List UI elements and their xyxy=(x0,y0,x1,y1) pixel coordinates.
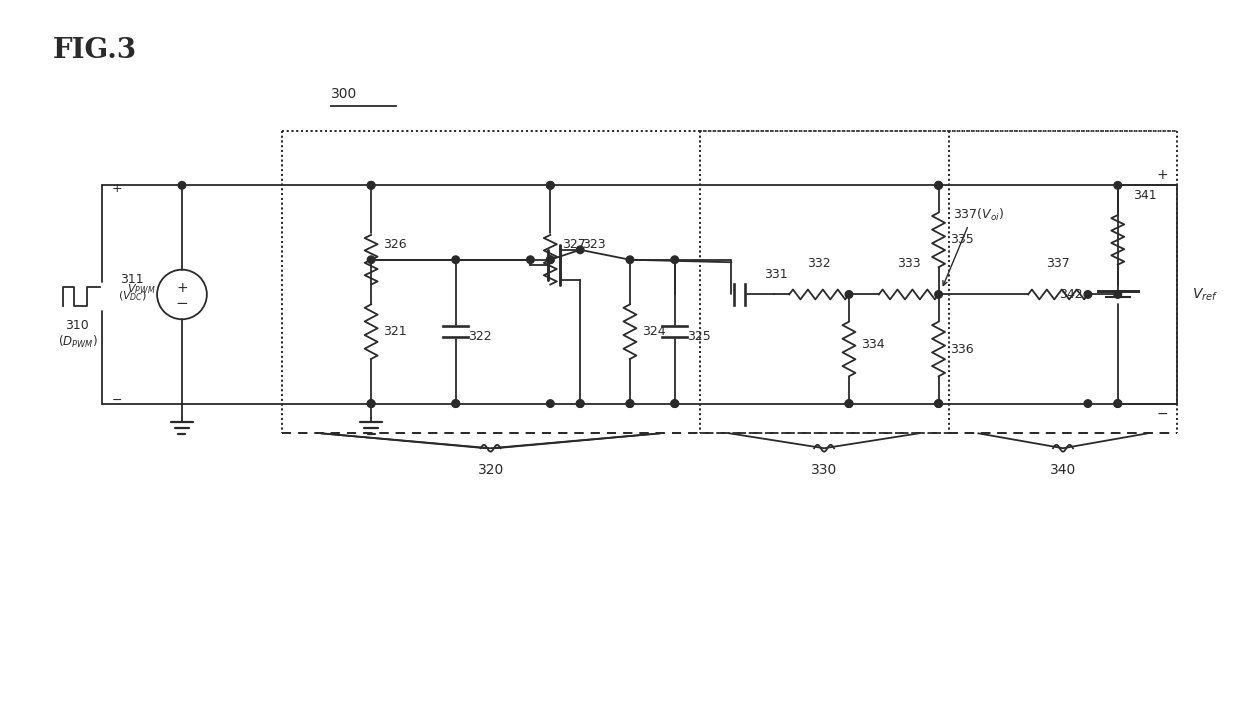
Text: 321: 321 xyxy=(383,325,407,338)
Text: 342: 342 xyxy=(1059,288,1083,301)
Circle shape xyxy=(577,400,584,408)
Text: $V_{PWM}$: $V_{PWM}$ xyxy=(128,282,156,296)
Circle shape xyxy=(846,400,853,408)
Text: 326: 326 xyxy=(383,239,407,251)
Circle shape xyxy=(671,256,678,263)
Text: +: + xyxy=(112,182,123,195)
Circle shape xyxy=(626,256,634,263)
Text: −: − xyxy=(112,394,123,407)
Text: 337($V_{oi}$): 337($V_{oi}$) xyxy=(954,207,1004,223)
Text: 332: 332 xyxy=(807,257,831,270)
Text: 324: 324 xyxy=(642,325,666,338)
Text: 327: 327 xyxy=(562,239,587,251)
Text: +: + xyxy=(1157,168,1168,182)
Text: +: + xyxy=(176,280,187,294)
Circle shape xyxy=(547,182,554,189)
Text: 340: 340 xyxy=(1050,463,1076,477)
Text: 310: 310 xyxy=(66,319,89,332)
Circle shape xyxy=(367,400,374,408)
Circle shape xyxy=(527,256,534,263)
Text: 336: 336 xyxy=(951,343,975,356)
Circle shape xyxy=(671,400,678,408)
Circle shape xyxy=(547,256,554,263)
Circle shape xyxy=(1084,400,1091,408)
Text: 325: 325 xyxy=(687,330,711,343)
Text: 341: 341 xyxy=(1132,189,1157,202)
Circle shape xyxy=(367,256,374,263)
Text: 335: 335 xyxy=(951,234,975,246)
Text: 334: 334 xyxy=(861,337,884,351)
Circle shape xyxy=(451,400,460,408)
Circle shape xyxy=(626,400,634,408)
Circle shape xyxy=(547,182,554,189)
Circle shape xyxy=(935,291,942,298)
Circle shape xyxy=(367,400,374,408)
Circle shape xyxy=(935,400,942,408)
Circle shape xyxy=(1114,400,1121,408)
Circle shape xyxy=(367,182,374,189)
Text: $V_{ref}$: $V_{ref}$ xyxy=(1193,287,1219,303)
Circle shape xyxy=(1114,291,1121,298)
Text: 320: 320 xyxy=(477,463,503,477)
Text: 300: 300 xyxy=(331,87,357,101)
Circle shape xyxy=(1114,182,1121,189)
Circle shape xyxy=(179,182,186,189)
Circle shape xyxy=(1084,291,1091,298)
Circle shape xyxy=(367,182,374,189)
Circle shape xyxy=(846,400,853,408)
Text: 323: 323 xyxy=(582,239,606,251)
Circle shape xyxy=(671,400,678,408)
Circle shape xyxy=(547,400,554,408)
Circle shape xyxy=(451,256,460,263)
Circle shape xyxy=(935,400,942,408)
Text: $(D_{PWM})$: $(D_{PWM})$ xyxy=(57,334,97,351)
Text: FIG.3: FIG.3 xyxy=(52,37,136,63)
Circle shape xyxy=(846,291,853,298)
Text: −: − xyxy=(1157,406,1168,420)
Text: 330: 330 xyxy=(811,463,837,477)
Text: 311: 311 xyxy=(120,273,144,286)
Circle shape xyxy=(935,182,942,189)
Circle shape xyxy=(577,400,584,408)
Circle shape xyxy=(626,400,634,408)
Text: $(V_{DC})$: $(V_{DC})$ xyxy=(118,289,146,303)
Circle shape xyxy=(547,256,554,263)
Text: 331: 331 xyxy=(764,268,787,281)
Circle shape xyxy=(451,400,460,408)
Circle shape xyxy=(577,246,584,253)
Text: 337: 337 xyxy=(1047,257,1070,270)
Circle shape xyxy=(935,182,942,189)
Text: 322: 322 xyxy=(467,330,491,343)
Text: −: − xyxy=(176,296,188,311)
Text: 333: 333 xyxy=(897,257,920,270)
Circle shape xyxy=(1114,400,1121,408)
